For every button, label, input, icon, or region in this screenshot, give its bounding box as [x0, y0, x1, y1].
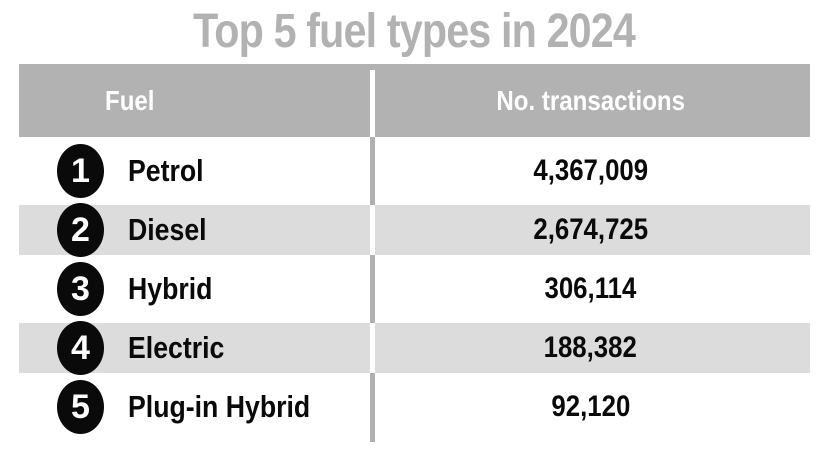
- fuel-table: Fuel No. transactions 1 Petrol 4,367,009: [19, 64, 810, 442]
- transactions-cell: 188,382: [371, 323, 810, 373]
- header-divider-segment: [370, 70, 375, 137]
- header-cell-transactions: No. transactions: [371, 64, 810, 137]
- table-row: 2 Diesel 2,674,725: [19, 203, 810, 257]
- rank-badge: 2: [57, 203, 104, 257]
- rank-number: 2: [71, 211, 90, 249]
- transactions-value: 306,114: [544, 272, 637, 305]
- transactions-value: 4,367,009: [533, 154, 648, 187]
- rank-number: 3: [71, 270, 90, 308]
- fuel-cell: 3 Hybrid: [19, 262, 371, 316]
- row-divider-segment: [370, 205, 375, 255]
- transactions-value: 2,674,725: [533, 213, 648, 246]
- fuel-cell: 4 Electric: [19, 321, 371, 375]
- transactions-value: 188,382: [543, 331, 638, 364]
- header-cell-fuel: Fuel: [19, 64, 371, 137]
- transactions-cell: 306,114: [371, 264, 810, 314]
- table-header-row: Fuel No. transactions: [19, 64, 810, 137]
- rank-number: 5: [71, 388, 90, 426]
- fuel-cell: 5 Plug-in Hybrid: [19, 380, 371, 434]
- transactions-cell: 92,120: [371, 382, 810, 432]
- rank-number: 1: [71, 152, 90, 190]
- transactions-value: 92,120: [551, 390, 630, 423]
- rank-badge: 1: [57, 144, 104, 198]
- row-divider-segment: [370, 323, 375, 373]
- transactions-cell: 2,674,725: [371, 205, 810, 255]
- table-row: 1 Petrol 4,367,009: [19, 144, 810, 198]
- rank-badge: 4: [57, 321, 104, 375]
- fuel-label: Diesel: [128, 212, 207, 247]
- fuel-cell: 1 Petrol: [19, 144, 371, 198]
- fuel-label: Electric: [128, 330, 225, 365]
- table-row: 5 Plug-in Hybrid 92,120: [19, 380, 810, 434]
- rank-number: 4: [71, 329, 90, 367]
- page-title: Top 5 fuel types in 2024: [0, 4, 827, 59]
- header-transactions-label: No. transactions: [496, 84, 685, 116]
- fuel-label: Petrol: [128, 153, 204, 188]
- fuel-label: Plug-in Hybrid: [128, 389, 311, 424]
- fuel-label: Hybrid: [128, 271, 213, 306]
- page-title-text: Top 5 fuel types in 2024: [192, 5, 636, 58]
- fuel-cell: 2 Diesel: [19, 203, 371, 257]
- transactions-cell: 4,367,009: [371, 146, 810, 196]
- table-row: 3 Hybrid 306,114: [19, 262, 810, 316]
- table-row: 4 Electric 188,382: [19, 321, 810, 375]
- rank-badge: 5: [57, 380, 104, 434]
- rank-badge: 3: [57, 262, 104, 316]
- header-fuel-label: Fuel: [105, 84, 155, 116]
